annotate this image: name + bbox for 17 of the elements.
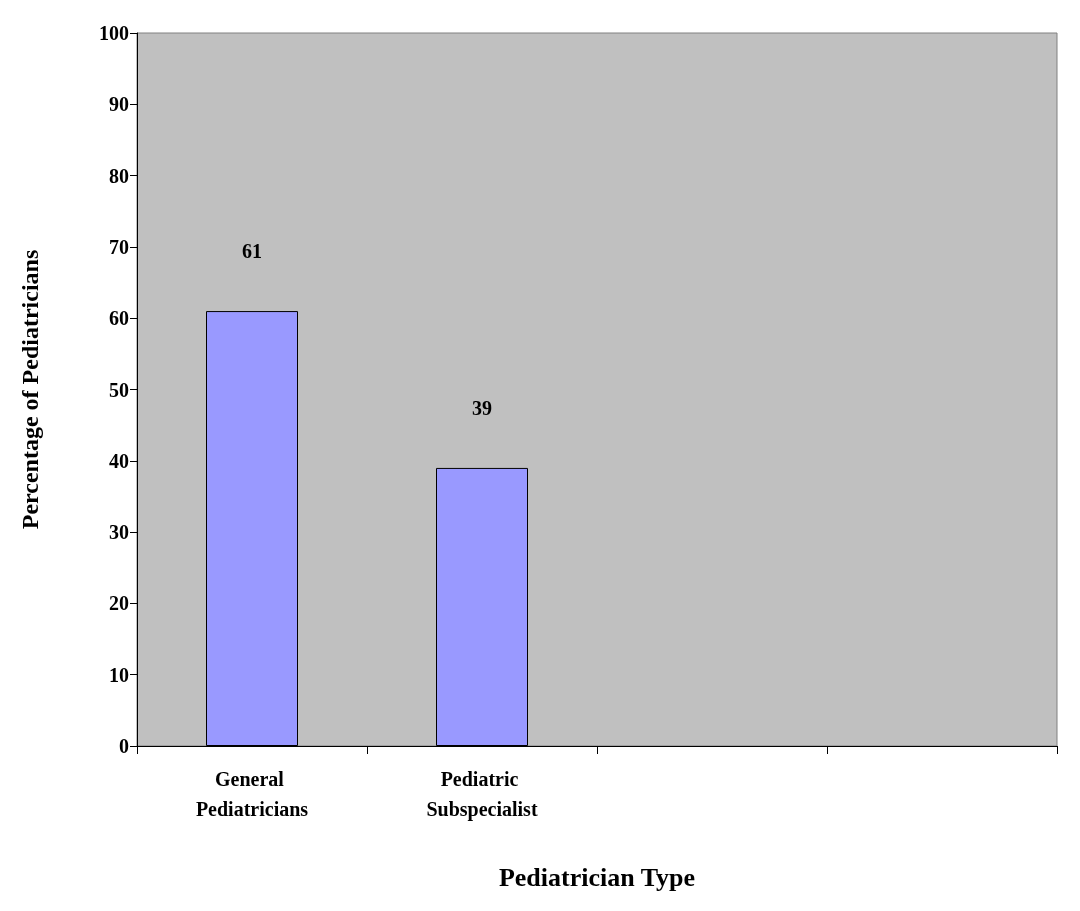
x-axis-title: Pediatrician Type (498, 862, 696, 892)
y-tick-label: 70 (109, 235, 129, 258)
y-axis-title: Percentage of Pediatricians (17, 249, 43, 530)
y-tick-label: 50 (109, 378, 129, 401)
y-tick-label: 100 (99, 22, 129, 44)
data-label: 61 (242, 240, 262, 263)
y-tick-label: 20 (109, 592, 129, 615)
y-tick-label: 60 (109, 307, 129, 330)
x-tick-label: General Pediatricians (195, 768, 309, 820)
y-tick-label: 80 (109, 164, 129, 187)
x-tick-label: Pediatric Subspecialist (426, 768, 538, 821)
y-tick-label: 10 (109, 663, 129, 686)
y-tick-label: 30 (109, 521, 129, 544)
y-tick-label: 0 (119, 735, 129, 757)
data-label: 39 (472, 396, 492, 419)
y-tick-label: 90 (109, 93, 129, 116)
y-tick-label: 40 (109, 449, 129, 472)
